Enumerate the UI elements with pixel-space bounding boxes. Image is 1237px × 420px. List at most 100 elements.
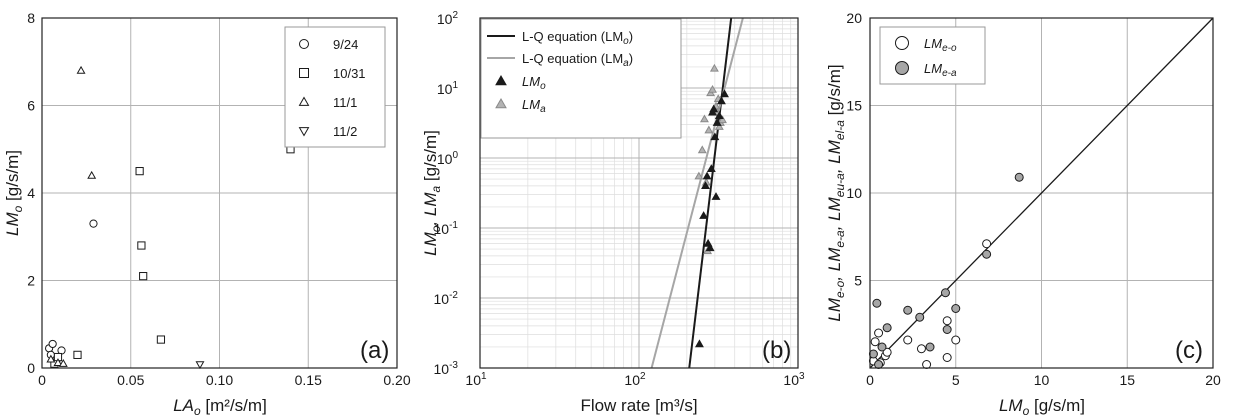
x-tick-label: 5 [952, 372, 960, 388]
legend-marker [299, 68, 309, 78]
data-point [903, 335, 913, 345]
data-point [874, 328, 884, 338]
data-point [135, 167, 144, 176]
data-point [195, 361, 205, 370]
y-tick-label: 102 [437, 10, 459, 27]
legend-marker [895, 61, 909, 75]
data-point [877, 342, 887, 352]
y-tick-label: 10 [846, 185, 862, 201]
data-point [716, 96, 726, 105]
data-point [58, 359, 68, 367]
y-tick-label: 101 [437, 80, 459, 97]
legend-c: LMe-o LMe-a [879, 26, 986, 85]
data-point [916, 344, 926, 354]
data-point [720, 89, 729, 98]
x-axis-label-b: Flow rate [m³/s] [580, 396, 697, 415]
panel-label-a: (a) [360, 337, 389, 364]
x-axis-label-a: LAo [m²/s/m] [173, 396, 267, 418]
data-point [709, 104, 719, 113]
data-point [714, 111, 724, 120]
y-tick-label: 10-3 [434, 360, 459, 377]
y-tick-label: 5 [854, 273, 862, 289]
legend-label: 10/31 [333, 66, 366, 81]
data-point [942, 353, 952, 362]
x-tick-label: 101 [465, 371, 487, 388]
data-point [915, 312, 925, 322]
legend-marker [495, 97, 507, 109]
y-tick-label: 4 [27, 185, 35, 201]
plot-frame-a [41, 17, 398, 369]
data-point [982, 249, 992, 259]
y-tick-label: 8 [27, 10, 35, 26]
data-point [48, 339, 57, 349]
legend-marker [298, 96, 310, 106]
y-tick-label: 15 [846, 98, 862, 114]
data-point [701, 181, 710, 190]
data-point [699, 211, 709, 219]
data-point [718, 115, 727, 124]
data-point [925, 342, 935, 352]
data-point [942, 325, 952, 334]
legend-label: 9/24 [333, 37, 358, 52]
data-point [982, 239, 992, 249]
x-tick-label: 20 [1205, 372, 1221, 388]
y-axis-label-b: LMo, LMa [g/s/m] [421, 130, 443, 256]
data-point [709, 63, 719, 72]
legend-marker [495, 74, 507, 86]
legend-marker [298, 127, 310, 137]
data-point [714, 122, 724, 130]
legend-label: L-Q equation (LMa) [522, 51, 633, 69]
legend-label: LMo [522, 74, 546, 92]
data-point [76, 65, 86, 74]
y-tick-label: 6 [27, 98, 35, 114]
legend-label: L-Q equation (LMo) [522, 29, 633, 47]
panel-a: 0 0.05 0.10 0.15 0.20 0 2 4 6 8 9/24 10/31 11/1 11/2… [3, 10, 411, 418]
data-point [872, 298, 882, 308]
lq-equation-line [650, 17, 744, 369]
data-point [137, 241, 146, 250]
x-axis-label-c: LMo [g/s/m] [999, 396, 1085, 418]
y-tick-label: 20 [846, 10, 862, 26]
data-point [706, 164, 716, 173]
panel-label-c: (c) [1175, 337, 1203, 364]
data-point [874, 360, 884, 369]
legend-b: L-Q equation (LMo) L-Q equation (LMa) LMo L… [480, 18, 682, 139]
data-point [712, 118, 722, 126]
data-point [882, 323, 892, 333]
data-point [697, 145, 707, 154]
plot-frame-c [869, 17, 1214, 369]
y-axis-label-c: LMe-o, LMe-a, LMeu-a, LMel-a [g/s/m] [825, 64, 847, 321]
y-tick-label: 0 [27, 360, 35, 376]
data-point [694, 339, 704, 348]
x-tick-label: 0.05 [117, 372, 144, 388]
x-tick-label: 103 [783, 371, 805, 388]
legend-label: LMe-a [924, 61, 957, 79]
x-tick-label: 0.15 [295, 372, 322, 388]
legend-label: 11/2 [333, 124, 357, 139]
x-tick-label: 0.10 [206, 372, 233, 388]
legend-a: 9/24 10/31 11/1 11/2 [284, 26, 386, 148]
data-point [699, 114, 709, 123]
data-point [710, 132, 720, 141]
data-point [922, 360, 932, 369]
x-tick-label: 10 [1034, 372, 1050, 388]
data-point [708, 84, 717, 93]
x-tick-label: 0 [866, 372, 874, 388]
y-tick-label: 10-2 [434, 290, 459, 307]
legend-marker [299, 39, 309, 49]
data-point [46, 354, 56, 363]
data-point [882, 347, 892, 357]
data-point [53, 358, 63, 366]
y-tick-label: 100 [437, 150, 459, 167]
y-tick-label: 2 [27, 273, 35, 289]
data-point [139, 272, 148, 281]
data-point [705, 243, 715, 252]
y-axis-label-a: LMo [g/s/m] [3, 150, 25, 236]
one-to-one-line [869, 17, 1214, 369]
data-point [73, 350, 82, 359]
legend-label: 11/1 [333, 95, 357, 110]
legend-marker [895, 36, 909, 50]
data-point [868, 349, 878, 359]
